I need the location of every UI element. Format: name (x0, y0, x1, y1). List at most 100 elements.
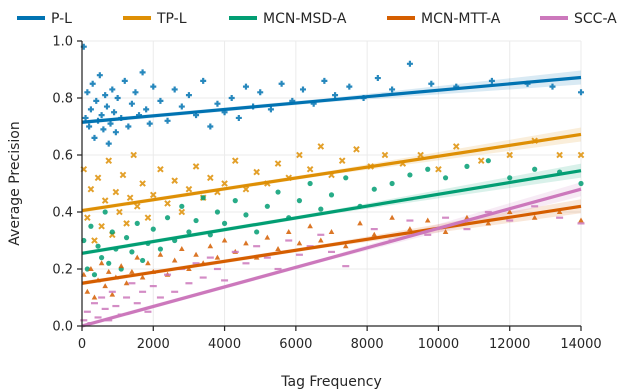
axes (81, 41, 581, 327)
legend-label: MCN-MSD-A (263, 11, 347, 27)
data-point (231, 157, 239, 165)
data-point (318, 206, 324, 212)
data-point (257, 89, 264, 96)
data-point (346, 83, 353, 90)
data-point (118, 263, 125, 269)
data-point (296, 240, 303, 246)
data-point (107, 120, 114, 127)
regression-lines (81, 75, 582, 328)
x-axis-ticks: 0 2000 4000 6000 8000 10000 12000 14000 (78, 326, 602, 352)
data-point (150, 226, 156, 232)
data-point (371, 186, 377, 192)
data-point (171, 86, 178, 93)
data-point (157, 97, 164, 104)
data-point (477, 157, 485, 165)
data-point (242, 185, 250, 193)
x-axis-label: Tag Frequency (280, 374, 381, 389)
x-tick-label: 8000 (351, 337, 384, 352)
data-point (235, 114, 242, 121)
data-point (123, 235, 130, 241)
data-point (338, 157, 346, 165)
data-point (129, 268, 135, 274)
data-point (95, 243, 101, 249)
data-point (485, 220, 492, 226)
data-point (116, 208, 123, 216)
data-point (102, 209, 108, 215)
data-point (102, 92, 109, 99)
data-point (506, 209, 513, 214)
data-point (406, 60, 413, 67)
data-point (221, 237, 228, 243)
data-point (192, 163, 200, 170)
data-point (193, 251, 199, 257)
data-point (139, 180, 146, 187)
data-point (139, 69, 146, 76)
y-tick-label: 0.0 (52, 320, 73, 335)
data-point (157, 246, 164, 252)
data-point (164, 117, 171, 124)
data-point (112, 129, 119, 136)
data-point (185, 92, 192, 99)
data-point (139, 257, 146, 264)
data-point (531, 214, 538, 220)
data-point (93, 97, 100, 104)
data-point (150, 83, 157, 90)
data-point (185, 185, 193, 193)
data-point (91, 237, 98, 244)
data-point (264, 203, 270, 209)
y-axis-ticks: 0.0 0.2 0.4 0.6 0.8 1.0 (52, 35, 82, 335)
data-point (143, 106, 150, 113)
data-point (207, 174, 214, 182)
data-point (84, 89, 91, 96)
data-point (130, 151, 137, 159)
data-point (442, 228, 449, 234)
data-point (89, 80, 96, 87)
regression-line (81, 204, 582, 285)
data-point (221, 220, 228, 226)
data-point (442, 175, 449, 181)
data-point (200, 77, 207, 84)
data-point (84, 288, 91, 294)
x-tick-label: 14000 (560, 337, 601, 352)
data-point (179, 203, 185, 209)
data-point (228, 95, 235, 101)
data-point (171, 257, 178, 263)
data-point (207, 123, 214, 130)
series-points (80, 43, 584, 147)
data-point (134, 220, 140, 226)
data-point (328, 228, 335, 234)
legend-label: TP-L (156, 11, 187, 27)
data-point (485, 158, 491, 164)
x-tick-label: 12000 (489, 337, 530, 352)
data-point (126, 194, 134, 202)
x-tick-label: 6000 (279, 337, 312, 352)
regression-line (81, 187, 582, 328)
data-point (556, 209, 563, 214)
data-point (119, 171, 127, 179)
data-point (123, 220, 130, 227)
data-point (157, 251, 164, 257)
data-point (488, 77, 495, 84)
data-point (105, 268, 112, 274)
data-point (98, 260, 105, 266)
data-point (103, 103, 110, 110)
legend-label: MCN-MTT-A (421, 11, 501, 27)
data-point (578, 180, 584, 187)
data-point (84, 214, 91, 222)
data-point (105, 157, 113, 165)
data-point (164, 200, 171, 207)
data-point (186, 266, 192, 271)
data-point (435, 165, 442, 173)
data-point (532, 166, 538, 172)
y-tick-label: 0.2 (52, 263, 73, 278)
legend-label: P-L (51, 11, 72, 27)
data-point (121, 77, 128, 84)
x-tick-label: 0 (78, 337, 86, 352)
data-point (86, 123, 93, 130)
data-point (221, 180, 228, 187)
data-point (144, 214, 152, 222)
data-point (556, 151, 563, 159)
regression-line (81, 169, 582, 255)
data-point (99, 255, 105, 261)
